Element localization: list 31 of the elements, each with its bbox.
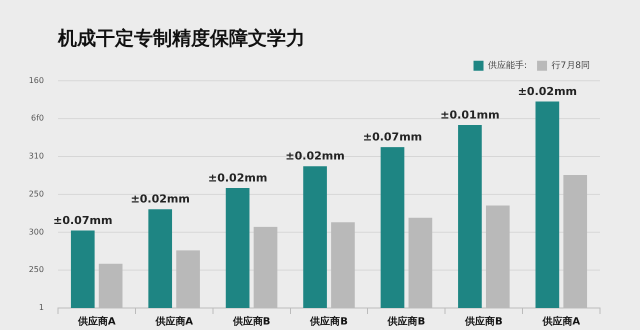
text: ±0.02mm (518, 84, 577, 98)
chart-title: 机成干定专制精度保障文学力 (57, 27, 305, 50)
annotation: ±0.07mm (53, 214, 112, 227)
x-tick-label: 供应商A (154, 316, 194, 328)
text: 250 (28, 189, 44, 198)
bar (536, 101, 560, 308)
legend-label: 供应能手: (488, 60, 528, 72)
x-tick-label: 供应商A (76, 316, 116, 328)
annotation: ±0.02mm (285, 150, 345, 163)
annotation: ±0.02mm (208, 171, 268, 184)
bar (380, 147, 404, 308)
bar (226, 188, 250, 308)
x-tick-label: 供应商B (386, 316, 426, 328)
annotation: ±0.07mm (362, 130, 422, 144)
text: 1 (38, 303, 44, 312)
bar (70, 230, 95, 308)
bar (303, 166, 327, 308)
x-tick-label: 供应商B (309, 316, 348, 328)
text: 300 (28, 227, 44, 236)
bar (148, 209, 172, 308)
text: 160 (28, 76, 44, 85)
annotation: ±0.02mm (130, 192, 190, 206)
text: 6f0 (31, 114, 44, 123)
legend-label: 行7月8同 (552, 60, 590, 72)
annotation: ±0.01mm (440, 108, 500, 122)
text: 250 (28, 265, 44, 274)
x-tick-label: 供应商A (541, 316, 580, 328)
x-tick-label: 供应商B (232, 316, 270, 328)
bar (458, 125, 482, 308)
x-tick-label: 供应商B (464, 316, 503, 328)
text: 310 (28, 152, 44, 161)
